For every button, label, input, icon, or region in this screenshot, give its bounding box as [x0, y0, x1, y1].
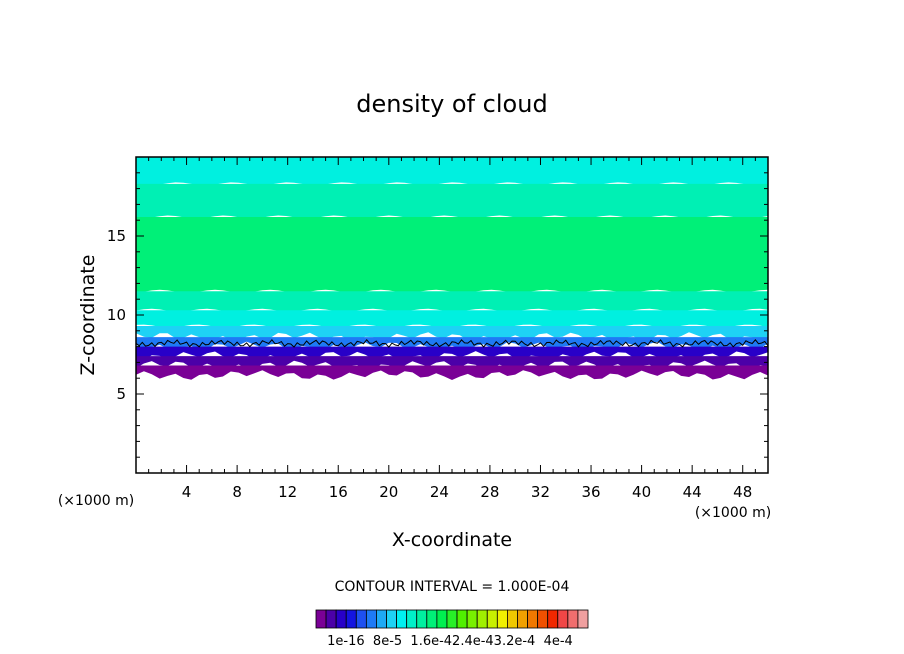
x-tick-label: 8 [232, 483, 242, 501]
density-band [136, 291, 768, 312]
colorbar-swatch [567, 609, 579, 629]
y-tick-label: 10 [107, 306, 126, 324]
x-tick-label: 44 [683, 483, 702, 501]
x-tick-label: 36 [581, 483, 600, 501]
colorbar-swatch [557, 609, 569, 629]
colorbar-swatch [507, 609, 518, 629]
colorbar-swatch [527, 609, 539, 629]
colorbar-swatch [466, 609, 478, 629]
contour-line [136, 339, 768, 348]
y-ticks: 5 10 15 [107, 172, 768, 458]
y-tick-label: 15 [107, 227, 126, 245]
x-tick-label: 16 [329, 483, 348, 501]
colorbar-swatch [396, 609, 408, 629]
colorbar-swatch [315, 609, 327, 629]
x-tick-label: 20 [379, 483, 398, 501]
colorbar-swatch [486, 609, 498, 629]
x-unit-left: (×1000 m) [58, 493, 134, 509]
colorbar [315, 609, 589, 629]
chart-title: density of cloud [356, 90, 547, 118]
density-band [136, 346, 768, 361]
x-tick-label: 4 [182, 483, 192, 501]
colorbar-swatch [365, 609, 377, 629]
colorbar-swatch [456, 609, 468, 629]
x-tick-label: 48 [733, 483, 752, 501]
contour-interval-label: CONTOUR INTERVAL = 1.000E-04 [335, 579, 570, 595]
colorbar-swatch [547, 609, 559, 629]
colorbar-swatch [416, 609, 428, 629]
x-tick-label: 32 [531, 483, 550, 501]
colorbar-swatch [386, 609, 397, 629]
colorbar-swatch [446, 609, 458, 629]
x-ticks: 4 8 12 16 20 24 28 32 36 40 44 48 [148, 157, 756, 501]
colorbar-swatch [426, 609, 438, 629]
x-tick-label: 24 [430, 483, 449, 501]
density-band [136, 365, 768, 380]
colorbar-swatch [325, 609, 337, 629]
colorbar-swatch [577, 609, 589, 629]
colorbar-swatch [476, 609, 488, 629]
x-unit-right: (×1000 m) [695, 505, 771, 521]
colorbar-swatch [537, 609, 549, 629]
density-band [136, 157, 768, 186]
colorbar-swatch [355, 609, 367, 629]
y-axis-label: Z-coordinate [77, 255, 99, 376]
density-band [136, 356, 768, 371]
colorbar-swatch [335, 609, 347, 629]
x-tick-label: 28 [480, 483, 499, 501]
colorbar-swatch [496, 609, 508, 629]
density-band [136, 217, 768, 293]
colorbar-swatch [406, 609, 418, 629]
density-band [136, 183, 768, 219]
colorbar-swatch [345, 609, 357, 629]
colorbar-swatch [436, 609, 448, 629]
x-tick-label: 12 [278, 483, 297, 501]
colorbar-tick-labels: 1e-16 8e-5 1.6e-42.4e-43.2e-4 4e-4 [327, 634, 573, 649]
density-band [136, 310, 768, 328]
colorbar-swatch [517, 609, 528, 629]
colorbar-swatch [376, 609, 387, 629]
x-tick-label: 40 [632, 483, 651, 501]
y-tick-label: 5 [116, 385, 126, 403]
x-axis-label: X-coordinate [392, 529, 512, 551]
